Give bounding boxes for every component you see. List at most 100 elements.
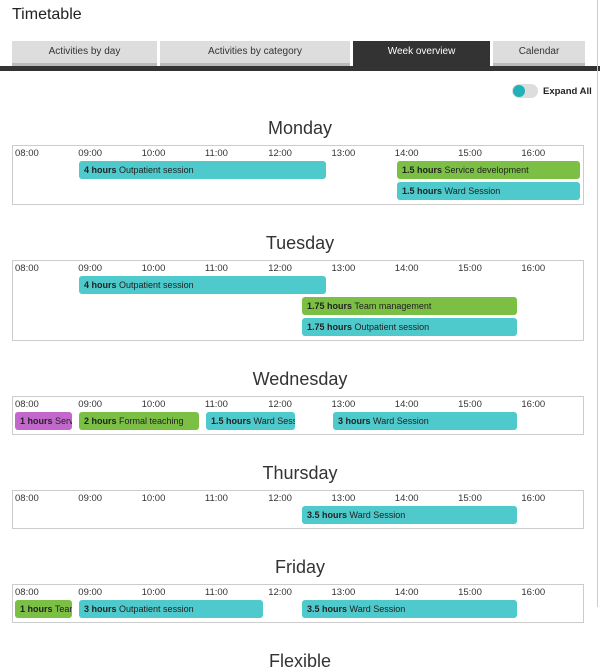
event-hours: 3 hours (338, 416, 371, 426)
time-label: 15:00 (458, 148, 482, 159)
event[interactable]: 3 hours Outpatient session (79, 600, 263, 618)
time-label: 11:00 (204, 399, 228, 410)
event-label: Outpatient session (354, 322, 430, 332)
event[interactable]: 1 hours Team management (15, 600, 72, 618)
time-label: 08:00 (15, 493, 39, 504)
event[interactable]: 4 hours Outpatient session (79, 161, 326, 179)
event-hours: 1.75 hours (307, 322, 353, 332)
toggle-knob (513, 85, 525, 97)
tab[interactable]: Activities by day (12, 41, 157, 66)
event[interactable]: 1.5 hours Ward Session (397, 182, 580, 200)
event-label: Formal teaching (119, 416, 184, 426)
event-label: Service development (55, 416, 72, 426)
time-label: 15:00 (458, 399, 482, 410)
event[interactable]: 3.5 hours Ward Session (302, 600, 517, 618)
tab[interactable]: Calendar (493, 41, 585, 66)
day-heading: Wednesday (252, 369, 348, 389)
day-box: 08:00 09:00 10:00 11:00 12:00 13:00 14:00 15:00… (12, 396, 584, 435)
event[interactable]: 1.5 hours Service development (397, 161, 580, 179)
event-hours: 3.5 hours (307, 604, 348, 614)
time-label: 14:00 (394, 399, 419, 410)
event[interactable]: 1.75 hours Team management (302, 297, 517, 315)
toggle-label[interactable]: Expand All (543, 86, 592, 97)
day-heading: Monday (267, 118, 333, 138)
time-label: 11:00 (204, 148, 228, 159)
event-label: Ward Session (349, 510, 406, 520)
event-hours: 1.5 hours (402, 186, 443, 196)
event-label: Ward Session (444, 186, 501, 196)
time-label: 12:00 (268, 399, 292, 410)
event[interactable]: 1.75 hours Outpatient session (302, 318, 517, 336)
time-label: 14:00 (394, 493, 419, 504)
time-label: 10:00 (141, 148, 166, 159)
time-label: 09:00 (78, 263, 103, 274)
day-heading: Thursday (262, 463, 338, 483)
event[interactable]: 3 hours Ward Session (333, 412, 517, 430)
time-label: 16:00 (521, 399, 546, 410)
event-label: Ward Session (253, 416, 295, 426)
event-label: Service development (444, 165, 529, 175)
event-hours: 2 hours (84, 416, 117, 426)
time-label: 13:00 (331, 148, 356, 159)
page-title: Timetable (12, 6, 82, 23)
day-heading: Flexible (268, 651, 332, 671)
time-label: 08:00 (15, 399, 39, 410)
time-label: 12:00 (268, 148, 292, 159)
day-box: 08:00 09:00 10:00 11:00 12:00 13:00 14:00 15:00… (12, 584, 584, 623)
scroll-edge (597, 0, 598, 607)
time-label: 13:00 (331, 587, 356, 598)
time-label: 16:00 (521, 263, 546, 274)
event-label: Ward Session (349, 604, 406, 614)
day-heading: Tuesday (265, 233, 335, 253)
expand-toggle[interactable] (512, 84, 538, 98)
time-label: 08:00 (15, 587, 39, 598)
time-label: 12:00 (268, 493, 292, 504)
time-label: 14:00 (394, 587, 419, 598)
event-hours: 1.75 hours (307, 301, 353, 311)
event[interactable]: 1.5 hours Ward Session (206, 412, 295, 430)
time-label: 11:00 (204, 263, 228, 274)
day-box: 08:00 09:00 10:00 11:00 12:00 13:00 14:00 15:00… (12, 490, 584, 529)
tab[interactable]: Activities by category (160, 41, 350, 66)
time-label: 12:00 (268, 263, 292, 274)
time-label: 10:00 (141, 399, 166, 410)
event-label: Outpatient session (119, 280, 194, 290)
event[interactable]: 2 hours Formal teaching (79, 412, 199, 430)
time-label: 14:00 (394, 148, 419, 159)
event-hours: 4 hours (84, 165, 117, 175)
event[interactable]: 1 hours Service development (15, 412, 72, 430)
event-hours: 1.5 hours (402, 165, 443, 175)
event-label: Team management (354, 301, 432, 311)
event-hours: 1 hours (20, 416, 53, 426)
time-label: 09:00 (78, 148, 103, 159)
time-label: 08:00 (15, 263, 39, 274)
tab-bar (0, 66, 600, 71)
event-label: Team management (54, 604, 72, 614)
event[interactable]: 3.5 hours Ward Session (302, 506, 517, 524)
event-hours: 3 hours (84, 604, 117, 614)
event-label: Outpatient session (119, 604, 194, 614)
time-label: 09:00 (78, 399, 103, 410)
day-heading: Friday (274, 557, 325, 577)
event-label: Ward Session (373, 416, 429, 426)
time-label: 12:00 (268, 587, 292, 598)
event[interactable]: 4 hours Outpatient session (79, 276, 326, 294)
time-label: 10:00 (141, 263, 166, 274)
tab[interactable]: Week overview (353, 41, 490, 66)
time-label: 09:00 (78, 493, 103, 504)
event-hours: 3.5 hours (307, 510, 348, 520)
time-label: 15:00 (458, 493, 482, 504)
time-label: 09:00 (78, 587, 103, 598)
event-hours: 4 hours (84, 280, 117, 290)
event-hours: 1.5 hours (211, 416, 252, 426)
time-label: 13:00 (331, 493, 356, 504)
time-label: 08:00 (15, 148, 39, 159)
event-hours: 1 hours (20, 604, 53, 614)
time-label: 10:00 (141, 587, 166, 598)
time-label: 15:00 (458, 263, 482, 274)
time-label: 16:00 (521, 148, 546, 159)
time-label: 16:00 (521, 493, 546, 504)
day-box: 08:00 09:00 10:00 11:00 12:00 13:00 14:00 15:00… (12, 260, 584, 341)
event-label: Outpatient session (119, 165, 194, 175)
